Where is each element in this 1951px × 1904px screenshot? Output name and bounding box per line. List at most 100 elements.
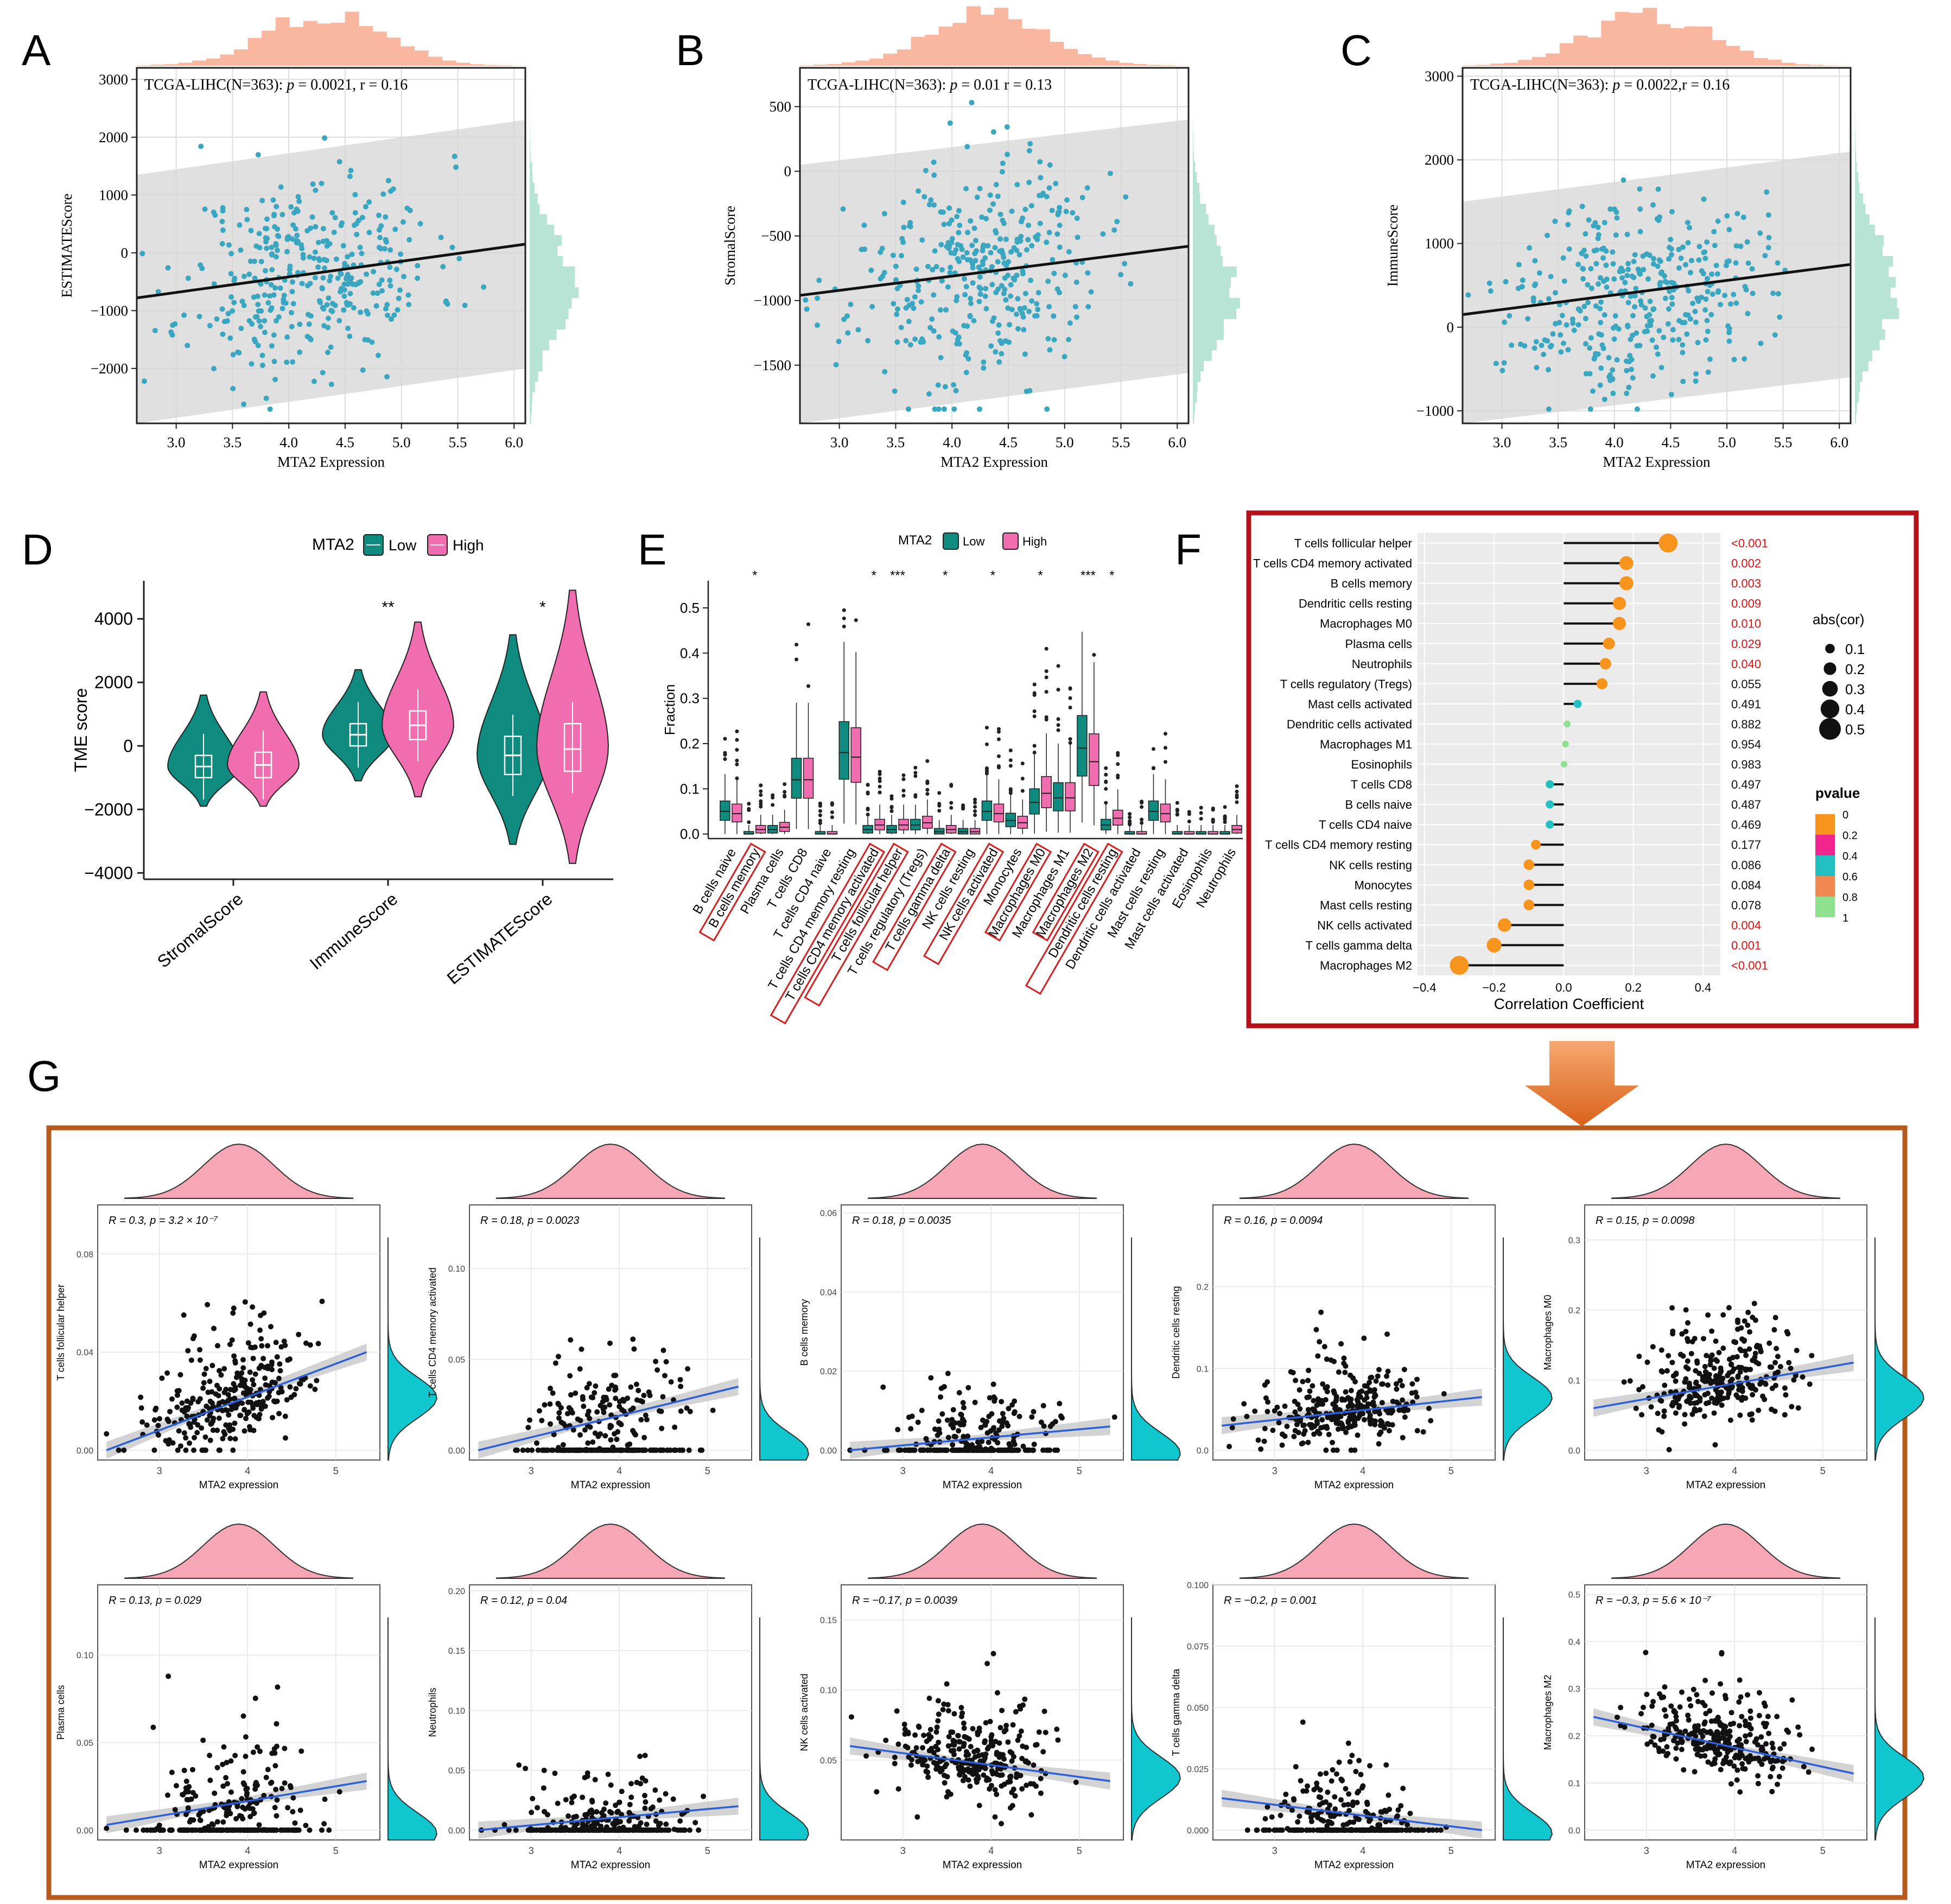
data-point xyxy=(225,1392,231,1398)
regression-line xyxy=(799,245,1189,297)
data-point xyxy=(324,243,330,249)
data-point xyxy=(556,1401,562,1407)
data-point xyxy=(933,1743,939,1749)
data-point xyxy=(1063,208,1069,214)
data-point xyxy=(326,1827,332,1833)
data-point xyxy=(874,1789,880,1795)
data-point xyxy=(1749,1411,1755,1417)
outlier-point xyxy=(1032,691,1037,695)
marginal-histogram-y-bar xyxy=(1855,371,1863,382)
data-point xyxy=(1011,1410,1017,1416)
plot-area xyxy=(841,1204,1124,1461)
data-point xyxy=(942,1780,948,1786)
data-point xyxy=(1001,290,1007,296)
data-point xyxy=(1561,278,1567,284)
outlier-point xyxy=(913,765,918,770)
data-point xyxy=(963,370,969,376)
data-point xyxy=(1704,1400,1709,1406)
row-label: Eosinophils xyxy=(1351,758,1412,771)
data-point xyxy=(211,366,217,372)
data-point xyxy=(556,1415,562,1421)
data-point xyxy=(643,1778,649,1784)
outlier-point xyxy=(1044,675,1048,680)
data-point xyxy=(1625,261,1631,266)
panel-a-scatter: 3.0 3.5 4.0 4.5 5.0 5.5 6.0−2000−1000010002000… xyxy=(59,11,579,470)
data-point xyxy=(219,306,225,312)
data-point xyxy=(1041,1708,1047,1714)
data-point xyxy=(1772,1370,1778,1376)
data-point xyxy=(322,135,328,141)
regression-line xyxy=(478,1386,739,1451)
data-point xyxy=(567,1373,573,1379)
y-tick-label: 0 xyxy=(121,245,129,261)
data-point xyxy=(1782,1412,1788,1418)
data-point xyxy=(1591,223,1597,229)
data-point xyxy=(1038,175,1044,181)
data-point xyxy=(1351,1413,1357,1419)
data-point xyxy=(1547,344,1553,350)
data-point xyxy=(276,233,282,239)
data-point xyxy=(645,1827,651,1833)
data-point xyxy=(1229,1425,1235,1431)
marginal-density-y xyxy=(387,1237,437,1461)
color-legend-swatch xyxy=(1815,897,1835,917)
data-point xyxy=(1593,261,1599,266)
data-point xyxy=(235,349,241,355)
panel-c-scatter: 3.0 3.5 4.0 4.5 5.0 5.5 6.0−10000100020003000M… xyxy=(1384,8,1899,470)
data-point xyxy=(1546,367,1552,373)
lollipop-head xyxy=(1450,956,1469,975)
data-point xyxy=(1719,1402,1725,1408)
outlier-point xyxy=(1223,814,1227,818)
data-point xyxy=(1700,1377,1706,1383)
data-point xyxy=(1745,1322,1751,1328)
data-point xyxy=(321,265,327,271)
data-point xyxy=(710,1407,716,1413)
data-point xyxy=(1612,313,1618,319)
data-point xyxy=(260,1827,266,1833)
data-point xyxy=(186,1784,192,1789)
marginal-histogram-y-bar xyxy=(1855,266,1889,277)
data-point xyxy=(240,1382,246,1388)
marginal-histogram-x-bar xyxy=(372,31,387,66)
data-point xyxy=(848,301,854,307)
data-point xyxy=(268,1324,274,1330)
data-point xyxy=(616,1420,622,1426)
data-point xyxy=(1291,1797,1297,1803)
highlight-box xyxy=(923,842,1005,966)
data-point xyxy=(237,1412,243,1418)
data-point xyxy=(946,205,952,211)
data-point xyxy=(242,1781,247,1787)
data-point xyxy=(1686,288,1692,294)
data-point xyxy=(1744,1375,1750,1381)
data-point xyxy=(272,1805,278,1811)
data-point xyxy=(1624,390,1630,396)
data-point xyxy=(578,1827,584,1833)
data-point xyxy=(255,342,261,348)
y-tick-label: 0.000 xyxy=(1187,1826,1209,1836)
data-point xyxy=(1026,223,1032,229)
data-point xyxy=(520,1447,526,1453)
data-point xyxy=(836,339,842,345)
data-point xyxy=(252,1371,258,1377)
outlier-point xyxy=(1199,816,1203,821)
data-point xyxy=(908,1426,914,1432)
data-point xyxy=(529,1447,535,1453)
data-point xyxy=(1013,1774,1019,1780)
data-point xyxy=(1000,251,1006,257)
data-point xyxy=(230,1310,236,1316)
y-tick-label: 0.2 xyxy=(1568,1306,1580,1316)
marginal-histogram-y-bar xyxy=(1193,308,1237,319)
data-point xyxy=(338,270,344,276)
correlation-annotation: R = 0.3, p = 3.2 × 10⁻⁷ xyxy=(109,1215,218,1227)
data-point xyxy=(686,1447,692,1453)
data-point xyxy=(1593,303,1599,309)
data-point xyxy=(974,248,980,254)
legend-label: Low xyxy=(963,535,984,548)
data-point xyxy=(1314,1780,1320,1786)
outlier-point xyxy=(996,737,1001,741)
outlier-point xyxy=(1140,799,1144,804)
data-point xyxy=(231,1305,237,1311)
data-point xyxy=(1637,186,1643,192)
data-point xyxy=(1341,1802,1347,1808)
